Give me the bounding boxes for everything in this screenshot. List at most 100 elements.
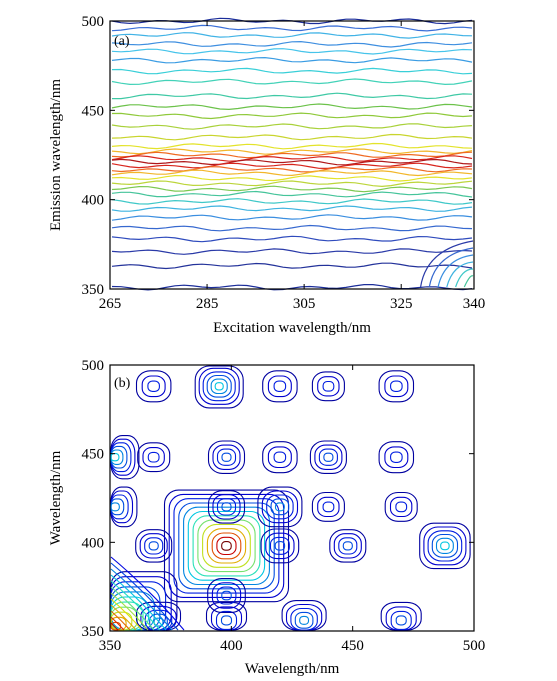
panel-b-contour-line — [212, 494, 241, 520]
panel-b-contour-line — [333, 533, 362, 559]
panel-a-x-axis-label: Excitation wavelength/nm — [213, 320, 371, 336]
panel-a-x-ticks: 265 285 305 325 340 — [99, 21, 486, 312]
panel-b-contour-line — [318, 448, 338, 466]
panel-b-corner-contour — [110, 562, 179, 631]
panel-b-contour-line — [216, 448, 237, 466]
panel-a-y-axis-label: Emission wavelength/nm — [48, 79, 64, 231]
panel-b-contour-line — [110, 453, 120, 462]
panel-a-y-ticks: 350 400 450 500 — [82, 14, 474, 298]
panel-b-corner-contour — [110, 598, 143, 631]
panel-a-contour-line — [111, 112, 473, 120]
panel-b-contour-line — [317, 496, 340, 518]
panel-a-x-tick-label: 285 — [196, 296, 219, 312]
panel-b-contour-line — [110, 498, 125, 516]
panel-b-contour-line — [221, 590, 232, 601]
panel-b-contour-line — [299, 615, 310, 625]
panel-b-contour-line — [262, 441, 298, 474]
panel-a-contour-line — [111, 155, 473, 162]
panel-b-contour-line — [183, 506, 270, 586]
panel-a-contour-line — [111, 205, 473, 212]
panel-b-contour-line — [221, 541, 232, 551]
panel-a-x-tick-label: 340 — [463, 296, 486, 312]
panel-b-contour-line — [192, 515, 261, 577]
panel-a-contour-line — [111, 142, 473, 150]
panel-b-corner-contour — [110, 580, 161, 631]
panel-b-corner-contour — [110, 616, 125, 631]
panel-b-contour-line — [135, 370, 172, 403]
panel-b-x-tick-label: 450 — [341, 638, 364, 654]
panel-b-contour-line — [139, 533, 168, 559]
panel-b-contour-line — [261, 490, 299, 524]
panel-b-y-tick-label: 450 — [82, 447, 105, 463]
panel-a-contour-line — [111, 262, 473, 270]
panel-b-y-ticks: 350 400 450 500 — [82, 358, 474, 640]
panel-a-contour-line — [111, 169, 473, 177]
panel-b-corner-contour — [110, 604, 137, 631]
panel-b-label: (b) — [114, 376, 131, 391]
panel-a-contour-line — [111, 224, 473, 232]
panel-a-contour-corner — [463, 275, 474, 288]
panel-b-contour-line — [144, 537, 164, 555]
panel-b-contour-line — [395, 501, 408, 513]
panel-b-contour-line — [273, 380, 287, 392]
panel-b-contour-line — [135, 529, 173, 563]
panel-b-x-axis-label: Wavelength/nm — [245, 661, 340, 677]
panel-a-plot-area — [111, 17, 474, 291]
panel-b-contour-line — [257, 486, 303, 528]
panel-a-contour-line — [111, 174, 473, 182]
panel-b-contour-line — [147, 380, 160, 392]
panel-b: 350 400 450 500 350 400 450 500 (b) Wavelength… — [48, 358, 485, 677]
panel-b-contour-line — [207, 440, 246, 474]
panel-b-contour-line — [274, 541, 286, 551]
panel-b-contour-line — [273, 451, 287, 463]
panel-b-x-tick-label: 400 — [220, 638, 243, 654]
panel-b-y-tick-label: 350 — [82, 624, 105, 640]
panel-b-corner-contour — [110, 622, 119, 631]
panel-b-contour-line — [267, 446, 292, 469]
panel-a-contour-corner — [455, 268, 474, 288]
panel-b-contour-line — [265, 532, 295, 560]
panel-a-contour-line — [111, 148, 473, 155]
panel-b-contour-line — [262, 370, 298, 403]
panel-b-contour-line — [385, 606, 417, 631]
panel-a-contour-line — [111, 32, 473, 39]
panel-b-contour-line — [194, 365, 244, 409]
panel-a-contour-line — [111, 40, 473, 48]
panel-b-contour-line — [210, 606, 243, 631]
panel-a-contour-line — [111, 166, 473, 173]
panel-b-contour-line — [220, 615, 233, 626]
panel-b-contour-line — [384, 375, 409, 398]
panel-a-contour-corner — [420, 240, 474, 288]
panel-b-contour-line — [419, 522, 471, 570]
panel-b-contour-line — [431, 533, 459, 558]
panel-b-contour-line — [221, 502, 232, 512]
panel-b-x-ticks: 350 400 450 500 — [99, 365, 486, 654]
panel-b-contour-line — [202, 371, 236, 402]
panel-b-contour-line — [266, 494, 294, 520]
panel-b-contour-line — [198, 367, 240, 405]
panel-b-contour-line — [267, 375, 292, 398]
panel-a-y-tick-label: 400 — [82, 193, 105, 209]
panel-b-contour-line — [384, 446, 409, 469]
panel-b-contour-line — [211, 582, 242, 609]
panel-b-contour-line — [202, 523, 251, 568]
panel-b-contour-line — [206, 374, 232, 398]
panel-b-contour-line — [216, 536, 237, 556]
panel-b-contour-line — [216, 586, 237, 605]
panel-a-contour-line — [112, 92, 473, 100]
panel-b-contour-line — [221, 452, 232, 462]
panel-a-contour-corner — [446, 261, 474, 288]
panel-b-contour-line — [147, 451, 160, 463]
panel-b-x-tick-label: 500 — [463, 638, 486, 654]
panel-a-x-tick-label: 325 — [390, 296, 413, 312]
panel-b-contour-line — [440, 541, 450, 551]
panel-b-corner-contour — [110, 556, 185, 631]
panel-b-contour-line — [311, 491, 345, 522]
panel-b-contour-line — [323, 452, 334, 462]
panel-a-contour-line — [111, 180, 473, 188]
panel-a-contour-line — [111, 198, 473, 205]
panel-b-contour-line — [338, 537, 358, 555]
panel-b-frame — [109, 364, 475, 632]
panel-b-contour-line — [197, 519, 256, 573]
